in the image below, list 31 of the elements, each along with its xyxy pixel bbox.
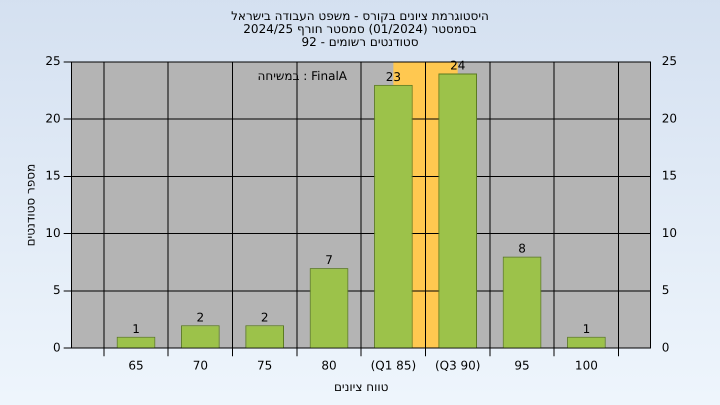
data-label: 1	[132, 322, 140, 336]
x-tick-label: 70	[192, 358, 208, 373]
data-label: 23	[386, 70, 402, 84]
data-label: 7	[325, 253, 333, 268]
y-tick-label: 25	[45, 54, 61, 68]
y-tick-label: 15	[45, 168, 61, 183]
y2-tick-label: 10	[662, 226, 678, 240]
y-tick-label: 10	[45, 226, 61, 240]
x-tick-label: (Q3 90)	[434, 358, 480, 373]
data-label: 2	[196, 310, 204, 324]
data-label: 2	[260, 310, 269, 324]
x-tick-label: 80	[321, 358, 337, 373]
x-tick-label: 95	[514, 358, 530, 373]
y2-tick-label: 20	[662, 111, 678, 126]
y-tick-label: 0	[53, 340, 61, 354]
data-label: 1	[582, 322, 590, 336]
x-tick-label: 100	[574, 358, 598, 373]
x-tick-label: (Q1 85)	[370, 358, 416, 373]
chart-title: היסטוגרמת ציונים בקורס - משפט העבודה בישראל	[230, 9, 490, 23]
y2-tick-label: 0	[662, 340, 670, 354]
y-axis-title: מספר סטודנטים	[23, 164, 38, 246]
y2-tick-label: 15	[662, 168, 678, 183]
x-axis-title: טווח ציונים	[334, 380, 389, 394]
data-label: 8	[518, 242, 526, 256]
chart-subtitle: בסמסטר (01/2024) סמסטר חורף 2024/25 סטודנטים רשומים - 92	[242, 22, 478, 49]
y-tick-label: 20	[45, 111, 61, 126]
y2-tick-label: 25	[662, 54, 678, 68]
x-tick-label: 75	[257, 358, 272, 373]
y-tick-label: 5	[53, 283, 61, 298]
x-tick-label: 65	[128, 358, 144, 373]
y2-tick-label: 5	[662, 283, 670, 298]
